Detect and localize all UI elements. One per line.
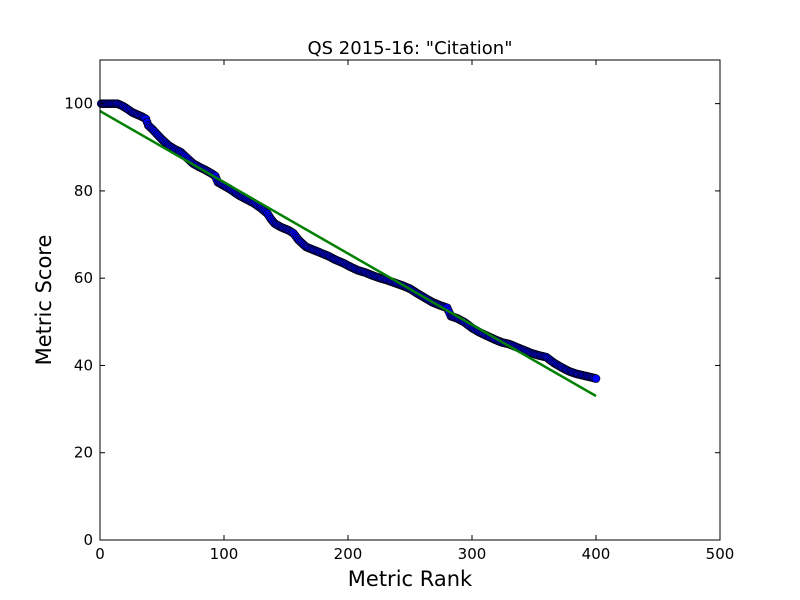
y-tick-label: 60 — [74, 269, 93, 287]
y-axis-title: Metric Score — [32, 235, 56, 366]
x-tick-label: 0 — [95, 545, 105, 563]
x-tick-label: 200 — [334, 545, 363, 563]
x-tick-label: 500 — [706, 545, 735, 563]
plot-frame — [99, 59, 721, 541]
x-axis-title: Metric Rank — [348, 567, 473, 591]
chart-title: QS 2015-16: "Citation" — [307, 38, 512, 59]
plot-marks — [96, 99, 601, 398]
y-tick-label: 20 — [74, 444, 93, 462]
y-tick-label: 80 — [74, 182, 93, 200]
x-tick-label: 300 — [458, 545, 487, 563]
y-tick-label: 100 — [64, 95, 93, 113]
y-tick-label: 40 — [74, 356, 93, 374]
x-tick-label: 400 — [582, 545, 611, 563]
y-tick-label: 0 — [83, 531, 93, 549]
x-tick-label: 100 — [210, 545, 239, 563]
fit-line — [99, 109, 597, 398]
axis-ticks: 0 100 200 300 400 500 0 20 40 60 80 100 — [64, 60, 734, 563]
scatter-point — [591, 374, 601, 383]
